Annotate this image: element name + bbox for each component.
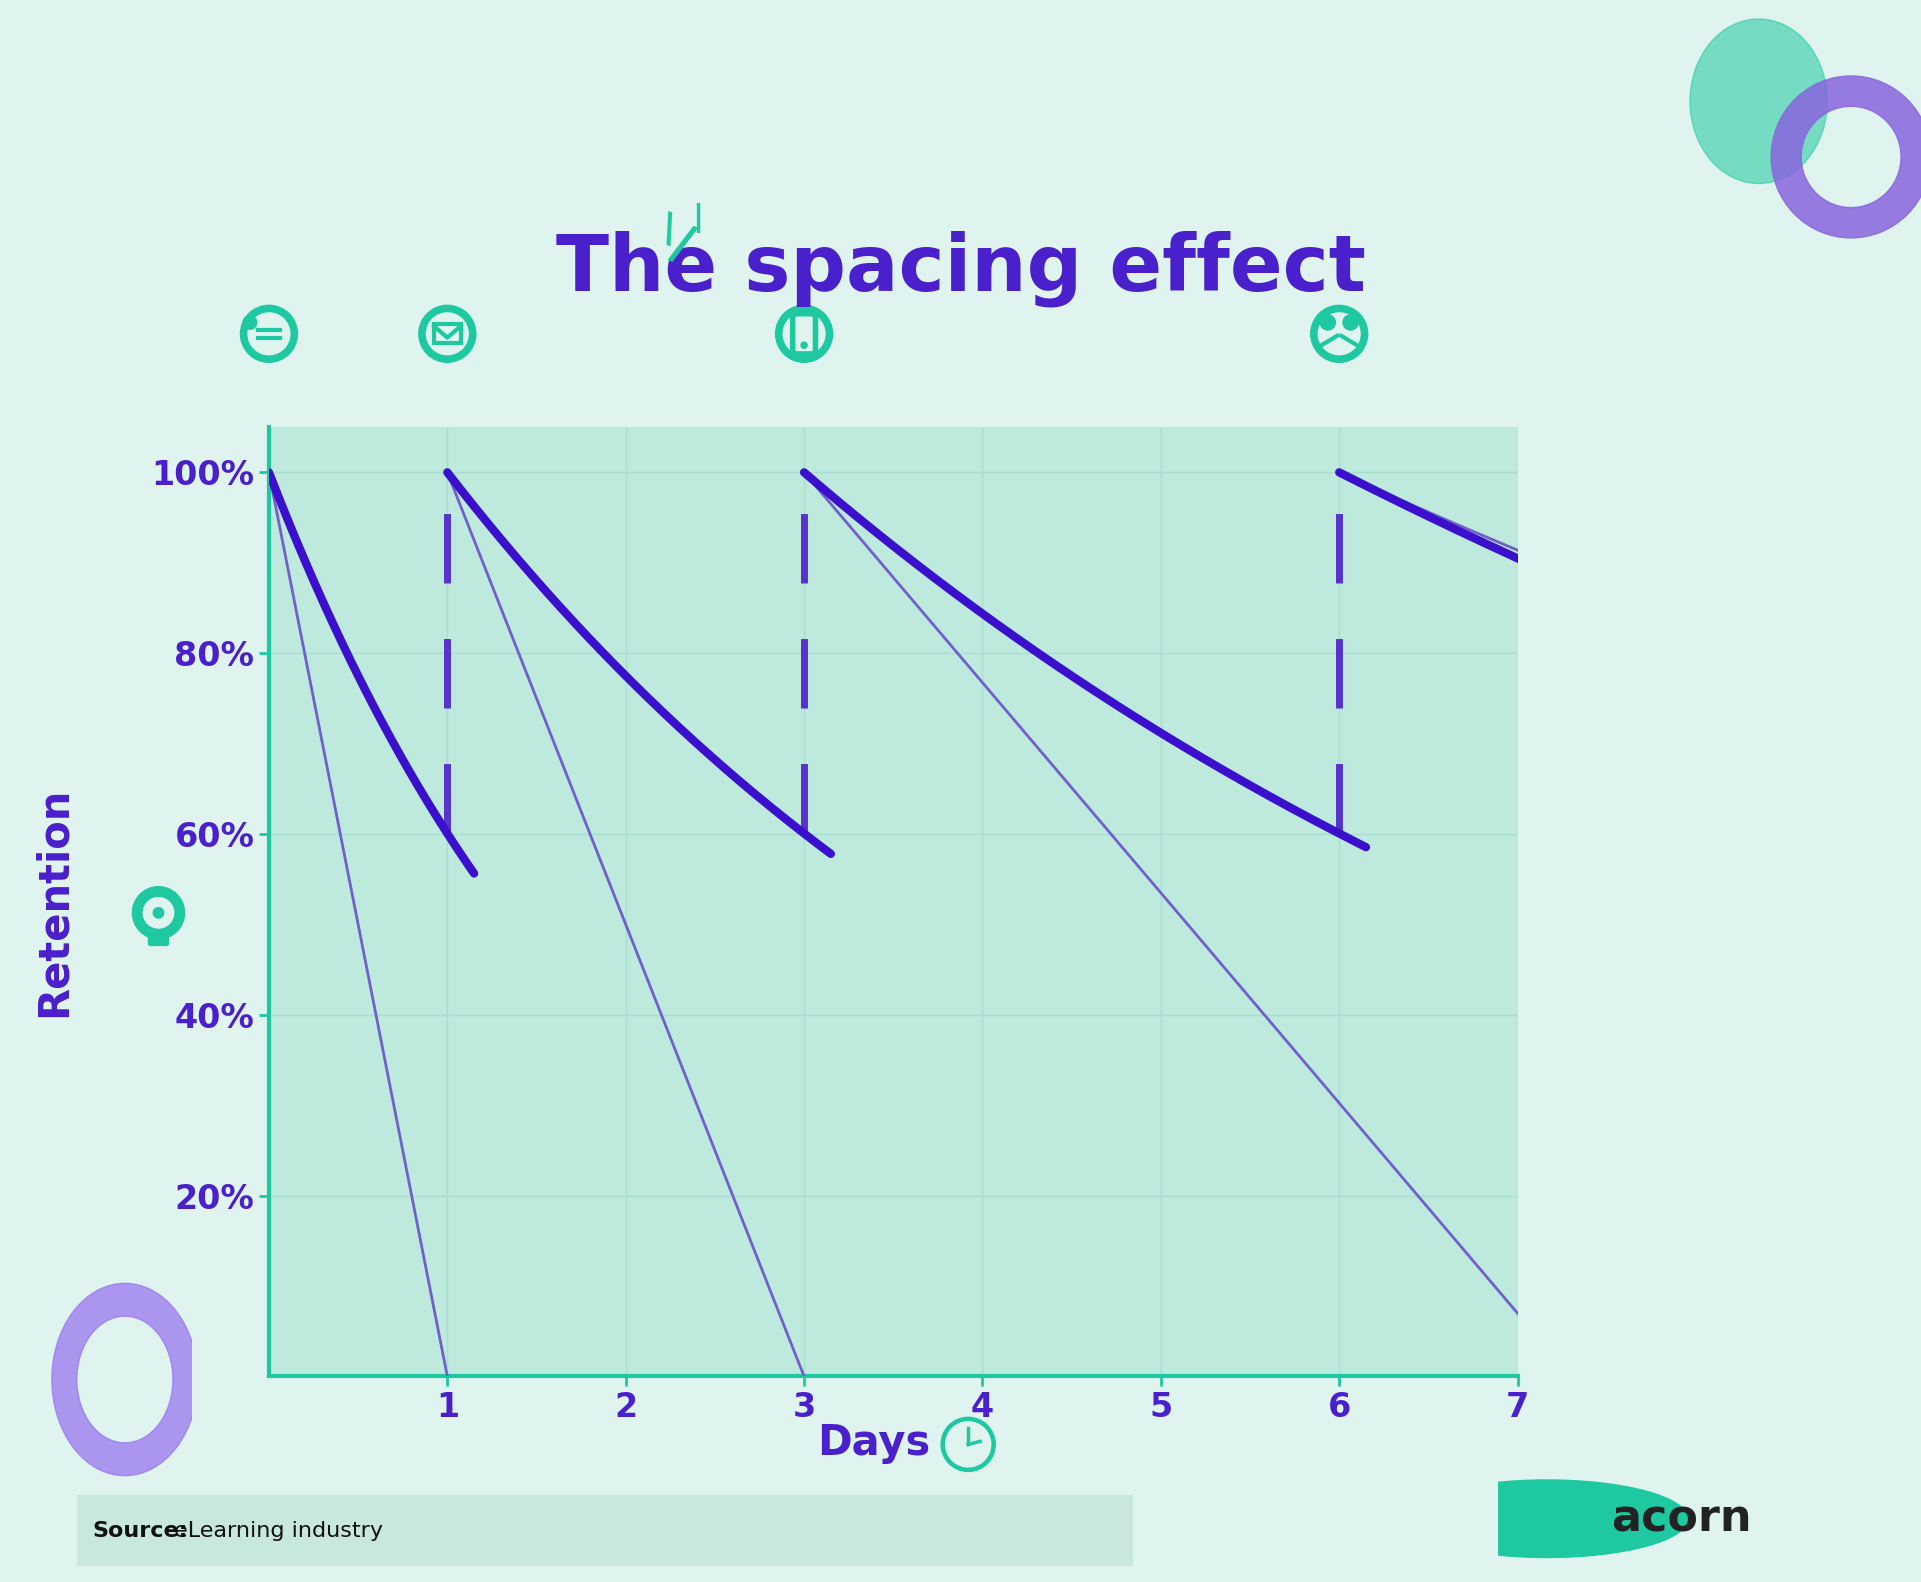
Circle shape <box>248 313 290 354</box>
Y-axis label: Retention: Retention <box>33 786 75 1017</box>
Text: Days: Days <box>818 1422 930 1463</box>
FancyBboxPatch shape <box>148 925 169 946</box>
Circle shape <box>1310 305 1368 362</box>
Text: /: / <box>665 220 699 271</box>
Circle shape <box>945 1422 991 1467</box>
Circle shape <box>1320 315 1335 331</box>
Circle shape <box>1406 1481 1689 1557</box>
Circle shape <box>776 305 832 362</box>
Text: The spacing effect: The spacing effect <box>555 231 1366 307</box>
Circle shape <box>801 342 807 348</box>
Circle shape <box>941 1417 995 1471</box>
Circle shape <box>244 315 257 329</box>
Circle shape <box>133 886 184 938</box>
Text: eLearning industry: eLearning industry <box>167 1520 382 1541</box>
Circle shape <box>419 305 476 362</box>
Text: acorn: acorn <box>1612 1497 1752 1541</box>
Circle shape <box>144 897 173 929</box>
Ellipse shape <box>1690 19 1827 184</box>
Text: |: | <box>692 204 703 233</box>
Circle shape <box>1318 313 1360 354</box>
Circle shape <box>240 305 298 362</box>
Circle shape <box>1343 315 1358 331</box>
Circle shape <box>154 908 163 918</box>
Circle shape <box>784 313 824 354</box>
Text: Source:: Source: <box>92 1520 188 1541</box>
FancyBboxPatch shape <box>77 1495 1133 1566</box>
Circle shape <box>426 313 469 354</box>
Text: \: \ <box>655 209 682 250</box>
